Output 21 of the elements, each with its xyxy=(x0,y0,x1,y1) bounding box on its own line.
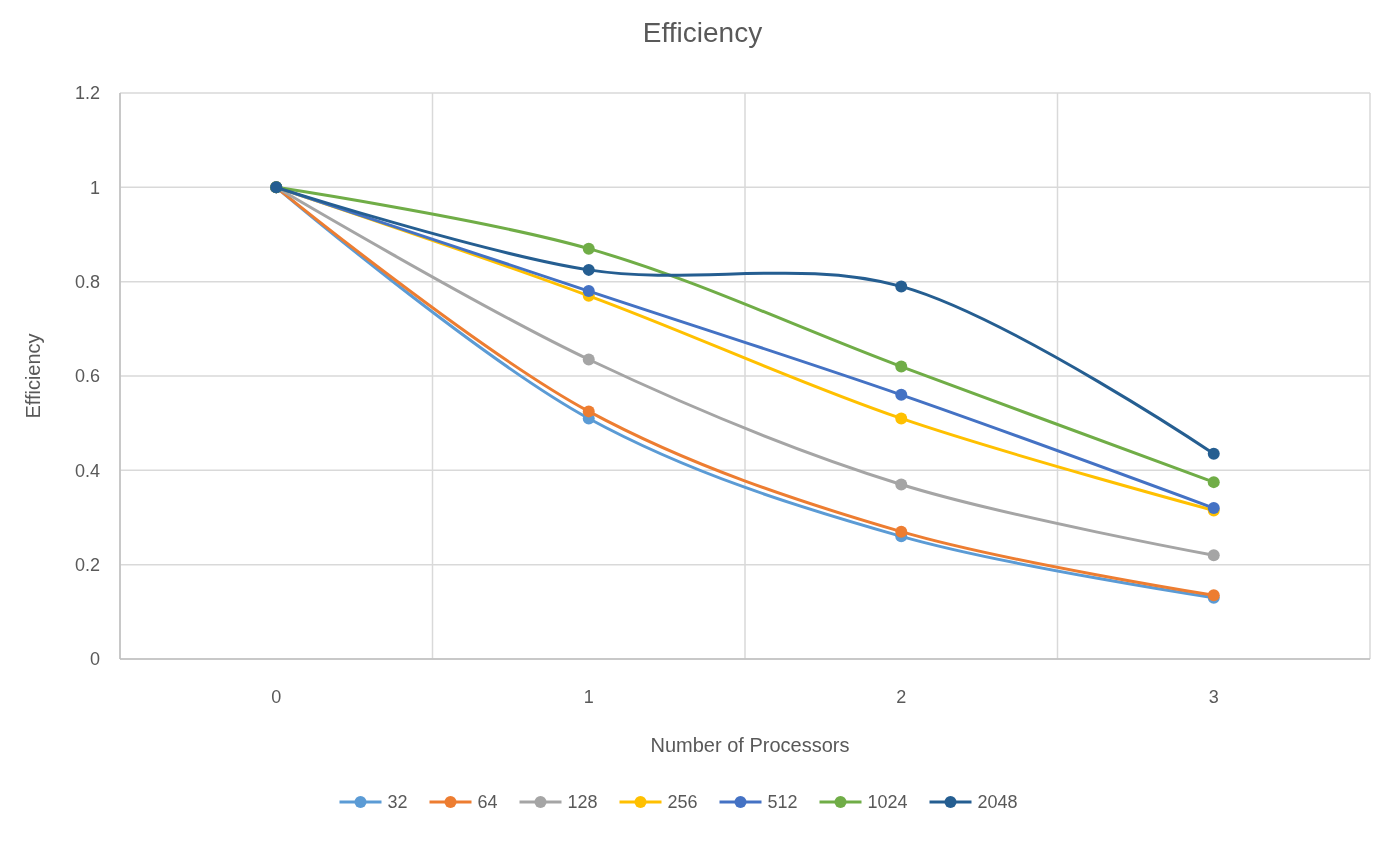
x-tick-label: 2 xyxy=(896,687,907,707)
legend-label: 128 xyxy=(567,792,598,813)
y-axis-title: Efficiency xyxy=(22,333,44,419)
legend-label: 64 xyxy=(477,792,498,813)
y-tick-label: 1 xyxy=(89,177,100,198)
x-tick-label: 1 xyxy=(583,687,594,707)
legend-label: 1024 xyxy=(867,792,908,813)
y-tick-label: 0.8 xyxy=(74,271,100,292)
y-tick-label: 0.6 xyxy=(74,366,100,387)
x-axis-title: Number of Processors xyxy=(650,734,850,756)
legend-label: 512 xyxy=(767,792,798,813)
chart-title: Efficiency xyxy=(642,17,763,48)
y-tick-label: 0.2 xyxy=(74,554,100,575)
legend-label: 256 xyxy=(667,792,698,813)
x-tick-label: 0 xyxy=(271,687,282,707)
legend-label: 32 xyxy=(387,792,408,813)
y-tick-label: 0 xyxy=(89,649,100,670)
legend-label: 2048 xyxy=(977,792,1018,813)
x-tick-label: 3 xyxy=(1208,687,1219,707)
y-tick-label: 0.4 xyxy=(74,460,100,481)
y-tick-label: 1.2 xyxy=(74,83,100,104)
